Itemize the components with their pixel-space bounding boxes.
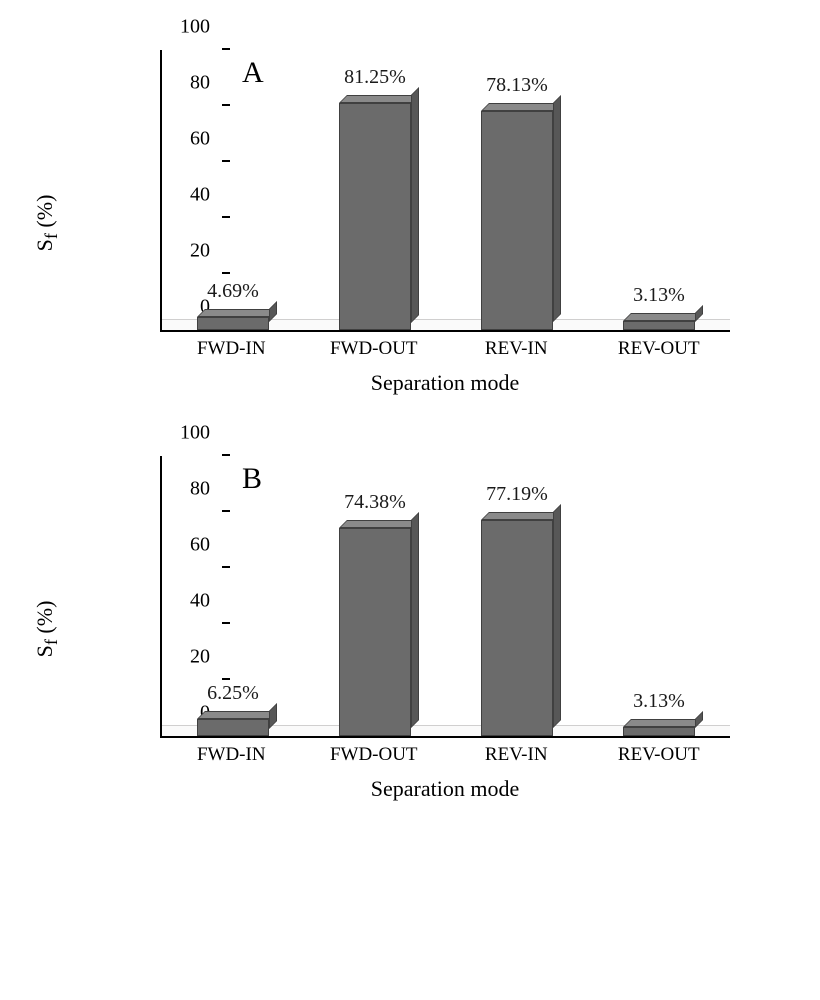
- bar-value-label: 78.13%: [486, 74, 548, 97]
- bar-value-label: 6.25%: [207, 682, 259, 705]
- bar-value-label: 74.38%: [344, 491, 406, 514]
- x-labels: FWD-IN FWD-OUT REV-IN REV-OUT: [160, 332, 730, 360]
- bar-value-label: 77.19%: [486, 483, 548, 506]
- x-axis-title: Separation mode: [160, 370, 730, 396]
- x-category-label: REV-OUT: [594, 338, 724, 360]
- y-tick-label: 100: [180, 16, 210, 39]
- x-axis-title: Separation mode: [160, 776, 730, 802]
- x-category-label: FWD-OUT: [309, 744, 439, 766]
- bars-container: 6.25%74.38%77.19%3.13%: [162, 456, 730, 736]
- bar: 74.38%: [310, 528, 440, 736]
- bar: 81.25%: [310, 103, 440, 331]
- plot-area-a: A 0 20 40 60 80 100 4.69%81.25%78.13%3.1…: [160, 50, 730, 332]
- bar-value-label: 3.13%: [633, 284, 685, 307]
- chart-panel-b: Sf (%) B 0 20 40 60 80 100 6.25%74.38%77…: [90, 456, 730, 802]
- x-category-label: REV-OUT: [594, 744, 724, 766]
- bar-value-label: 4.69%: [207, 280, 259, 303]
- figure: Sf (%) A 0 20 40 60 80 100 4.69%81.25%78…: [0, 0, 820, 902]
- bar-value-label: 3.13%: [633, 690, 685, 713]
- chart-panel-a: Sf (%) A 0 20 40 60 80 100 4.69%81.25%78…: [90, 50, 730, 396]
- y-axis-label: Sf (%): [32, 195, 62, 252]
- x-category-label: FWD-IN: [166, 338, 296, 360]
- y-tick-label: 100: [180, 422, 210, 445]
- x-category-label: REV-IN: [451, 338, 581, 360]
- y-axis-label: Sf (%): [32, 601, 62, 658]
- bar: 3.13%: [594, 727, 724, 736]
- bar: 78.13%: [452, 111, 582, 330]
- bar: 3.13%: [594, 321, 724, 330]
- plot-area-b: B 0 20 40 60 80 100 6.25%74.38%77.19%3.1…: [160, 456, 730, 738]
- x-category-label: REV-IN: [451, 744, 581, 766]
- bars-container: 4.69%81.25%78.13%3.13%: [162, 50, 730, 330]
- bar: 77.19%: [452, 520, 582, 736]
- bar: 4.69%: [168, 317, 298, 330]
- x-labels: FWD-IN FWD-OUT REV-IN REV-OUT: [160, 738, 730, 766]
- x-category-label: FWD-OUT: [309, 338, 439, 360]
- bar-value-label: 81.25%: [344, 66, 406, 89]
- x-category-label: FWD-IN: [166, 744, 296, 766]
- bar: 6.25%: [168, 719, 298, 737]
